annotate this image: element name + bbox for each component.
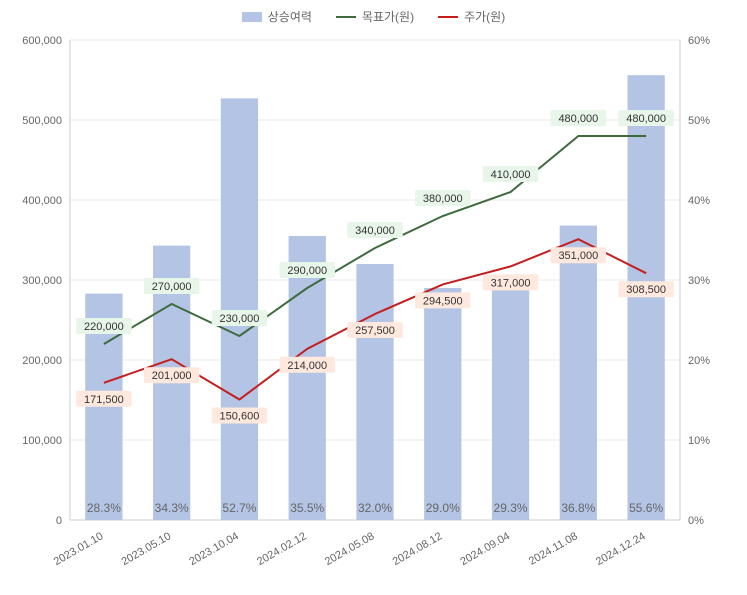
data-label-upside: 35.5% bbox=[290, 501, 324, 515]
data-label-upside: 29.3% bbox=[494, 501, 528, 515]
bar-upside bbox=[492, 286, 529, 520]
y-left-label: 400,000 bbox=[22, 195, 62, 207]
y-right-label: 40% bbox=[688, 195, 710, 207]
chart-container: 상승여력 목표가(원) 주가(원) 0100,000200,000300,000… bbox=[0, 0, 747, 595]
y-left-label: 0 bbox=[56, 515, 62, 527]
data-label-upside: 36.8% bbox=[561, 501, 595, 515]
y-right-label: 30% bbox=[688, 275, 710, 287]
y-right-label: 0% bbox=[688, 515, 704, 527]
x-axis-label: 2024.05.08 bbox=[323, 530, 377, 568]
data-label-price: 294,500 bbox=[423, 295, 463, 307]
x-axis-label: 2024.11.08 bbox=[527, 530, 580, 568]
data-label-upside: 55.6% bbox=[629, 501, 663, 515]
y-left-label: 100,000 bbox=[22, 435, 62, 447]
y-right-label: 10% bbox=[688, 435, 710, 447]
bar-upside bbox=[424, 288, 461, 520]
data-label-target: 220,000 bbox=[84, 321, 124, 333]
data-label-price: 351,000 bbox=[558, 250, 598, 262]
y-right-label: 20% bbox=[688, 355, 710, 367]
bar-upside bbox=[221, 98, 258, 520]
x-axis-label: 2024.09.04 bbox=[458, 530, 512, 568]
data-label-upside: 34.3% bbox=[155, 501, 189, 515]
data-label-price: 214,000 bbox=[287, 360, 327, 372]
bar-upside bbox=[289, 236, 326, 520]
data-label-target: 380,000 bbox=[423, 193, 463, 205]
y-left-label: 500,000 bbox=[22, 115, 62, 127]
data-label-upside: 32.0% bbox=[358, 501, 392, 515]
x-axis-label: 2023.01.10 bbox=[52, 530, 106, 568]
x-axis-label: 2024.08.12 bbox=[391, 530, 445, 568]
data-label-target: 480,000 bbox=[558, 113, 598, 125]
x-axis-label: 2023.10.04 bbox=[187, 530, 241, 568]
data-label-price: 308,500 bbox=[626, 284, 666, 296]
x-axis-label: 2023.05.10 bbox=[119, 530, 173, 568]
y-left-label: 300,000 bbox=[22, 275, 62, 287]
data-label-upside: 29.0% bbox=[426, 501, 460, 515]
data-label-target: 410,000 bbox=[491, 169, 531, 181]
data-label-upside: 52.7% bbox=[222, 501, 256, 515]
y-right-label: 50% bbox=[688, 115, 710, 127]
data-label-price: 317,000 bbox=[491, 277, 531, 289]
data-label-price: 201,000 bbox=[152, 370, 192, 382]
y-left-label: 600,000 bbox=[22, 35, 62, 47]
bar-upside bbox=[356, 264, 393, 520]
chart-svg: 0 100,000 200,000 300,000 400,000 500,000 600,… bbox=[0, 0, 747, 595]
data-label-target: 290,000 bbox=[287, 265, 327, 277]
bar-upside bbox=[560, 226, 597, 520]
data-label-target: 340,000 bbox=[355, 225, 395, 237]
data-label-target: 270,000 bbox=[152, 281, 192, 293]
data-label-price: 171,500 bbox=[84, 394, 124, 406]
data-label-target: 480,000 bbox=[626, 113, 666, 125]
x-axis-label: 2024.12.24 bbox=[594, 530, 648, 568]
data-label-price: 150,600 bbox=[220, 411, 260, 423]
data-label-upside: 28.3% bbox=[87, 501, 121, 515]
y-left-label: 200,000 bbox=[22, 355, 62, 367]
x-axis-label: 2024.02.12 bbox=[255, 530, 309, 568]
bar-upside bbox=[627, 75, 664, 520]
data-label-price: 257,500 bbox=[355, 325, 395, 337]
y-right-label: 60% bbox=[688, 35, 710, 47]
data-label-target: 230,000 bbox=[220, 313, 260, 325]
